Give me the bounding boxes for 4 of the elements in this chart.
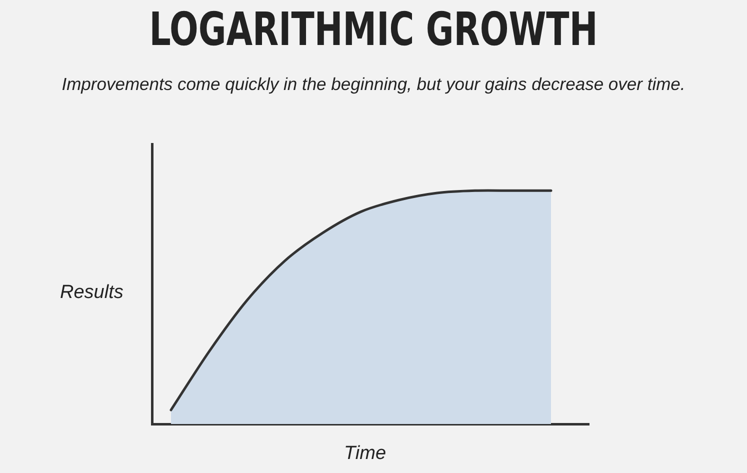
chart-title: LOGARITHMIC GROWTH — [148, 2, 599, 56]
chart-subtitle: Improvements come quickly in the beginning, but your gains decrease over time. — [60, 74, 686, 95]
x-axis-title: Time — [342, 443, 388, 465]
y-axis-title: Results — [60, 282, 124, 304]
